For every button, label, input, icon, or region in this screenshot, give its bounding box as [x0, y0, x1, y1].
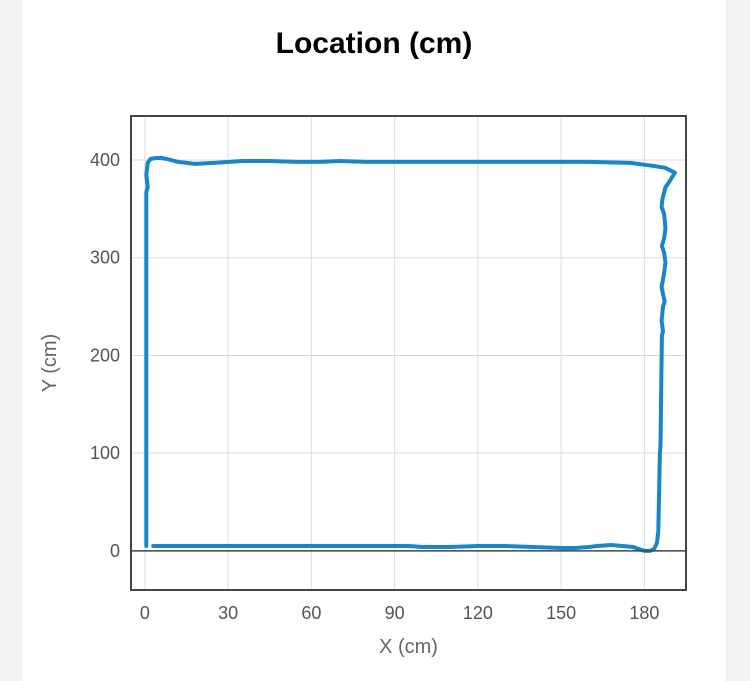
y-tick-label: 100 — [90, 443, 120, 463]
y-axis-label: Y (cm) — [39, 334, 61, 393]
y-tick-label: 400 — [90, 150, 120, 170]
x-tick-label: 60 — [301, 603, 321, 623]
grid — [131, 116, 686, 590]
x-tick-label: 150 — [546, 603, 576, 623]
x-tick-label: 180 — [629, 603, 659, 623]
x-tick-label: 90 — [385, 603, 405, 623]
y-tick-label: 0 — [110, 541, 120, 561]
location-plot: 0 30 60 90 120 150 180 0 100 200 300 400 X (cm) Y (… — [39, 115, 687, 658]
x-tick-label: 120 — [463, 603, 493, 623]
y-tick-label: 300 — [90, 248, 120, 268]
tick-labels: 0 30 60 90 120 150 180 0 100 200 300 400 — [90, 150, 659, 623]
chart-title: Location (cm) — [275, 27, 473, 60]
trajectory-line — [144, 156, 677, 553]
x-tick-label: 30 — [218, 603, 238, 623]
x-axis-label: X (cm) — [379, 636, 438, 658]
x-tick-label: 0 — [140, 603, 150, 623]
chart-card: Location (cm) 0 30 60 90 120 150 180 0 100 200 300… — [22, 0, 726, 681]
plot-frame — [130, 115, 687, 591]
y-tick-label: 200 — [90, 345, 120, 365]
